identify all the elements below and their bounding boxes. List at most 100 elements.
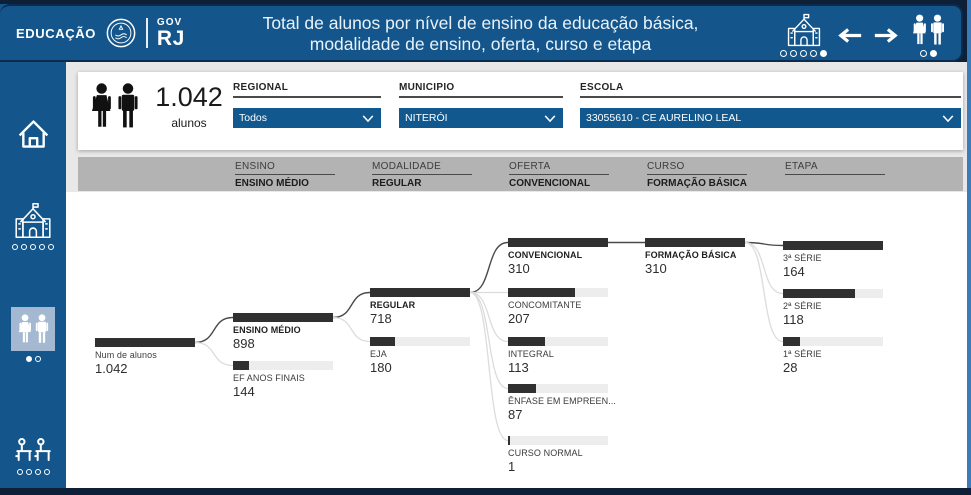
page-title-line1: Total de alunos por nível de ensino da e… <box>262 13 699 33</box>
tree-node-value: 164 <box>783 264 805 279</box>
nav-page-school[interactable] <box>780 13 827 57</box>
sidebar-item-classroom[interactable] <box>0 436 66 475</box>
brand-educacao-label: EDUCAÇÃO <box>16 25 96 41</box>
tree-node-bar <box>508 238 608 247</box>
tree-node-bar <box>95 338 195 347</box>
tree-node-label: EF ANOS FINAIS <box>233 373 305 383</box>
tree-node-em[interactable]: ENSINO MÉDIO 898 <box>233 313 333 351</box>
tree-node-bar-fill <box>95 338 195 347</box>
tree-node-conc[interactable]: CONCOMITANTE 207 <box>508 288 608 326</box>
classroom-section-dots <box>16 469 50 475</box>
tree-node-value: 898 <box>233 336 255 351</box>
breadcrumb-curso-value: FORMAÇÃO BÁSICA <box>647 178 747 189</box>
tree-node-bar <box>508 436 608 445</box>
school-icon <box>12 202 54 239</box>
app-header: EDUCAÇÃO GOV RJ Total de alunos por níve… <box>0 4 963 62</box>
breadcrumb-etapa[interactable]: ETAPA <box>785 161 895 178</box>
nav-page-students[interactable] <box>909 13 947 57</box>
window-bottom-frame <box>0 488 971 495</box>
tree-node-bar <box>508 337 608 346</box>
tree-node-value: 118 <box>783 312 804 327</box>
tree-node-eja[interactable]: EJA 180 <box>370 337 470 375</box>
tree-node-bar-fill <box>508 384 536 393</box>
tree-node-bar <box>508 384 608 393</box>
tree-node-value: 1 <box>508 459 516 474</box>
tree-node-label: EJA <box>370 349 387 359</box>
tree-link-reg-conv <box>469 241 509 294</box>
school-icon <box>784 13 824 47</box>
forward-button[interactable] <box>873 27 899 44</box>
filter-regional-select[interactable]: Todos <box>233 108 381 128</box>
sidebar-item-school[interactable] <box>0 202 66 250</box>
tree-node-conv[interactable]: CONVENCIONAL 310 <box>508 238 608 276</box>
tree-node-reg[interactable]: REGULAR 718 <box>370 288 470 326</box>
filter-escola-select[interactable]: 33055610 - CE AURELINO LEAL <box>580 108 961 128</box>
tree-node-value: 113 <box>508 360 529 375</box>
tree-node-root[interactable]: Num de alunos 1.042 <box>95 338 195 376</box>
filter-escola-label: ESCOLA <box>580 82 961 98</box>
back-button[interactable] <box>837 27 863 44</box>
tree-node-bar-fill <box>508 436 510 445</box>
page-dot <box>790 50 797 57</box>
section-dot <box>12 244 18 250</box>
breadcrumb-modalidade[interactable]: MODALIDADE REGULAR <box>372 161 482 189</box>
students-kpi-icon <box>86 81 142 131</box>
active-item-highlight <box>11 307 55 351</box>
kpi-label: alunos <box>171 116 207 130</box>
tree-node-label: 1ª SÉRIE <box>783 349 822 359</box>
brand-logo: EDUCAÇÃO GOV RJ <box>16 6 185 60</box>
breadcrumb-ensino[interactable]: ENSINO ENSINO MÉDIO <box>235 161 345 189</box>
tree-node-s1[interactable]: 1ª SÉRIE 28 <box>783 337 883 375</box>
filter-regional-value: Todos <box>239 112 268 124</box>
tree-node-s3[interactable]: 3ª SÉRIE 164 <box>783 241 883 279</box>
sidebar-item-students-active[interactable] <box>0 307 66 362</box>
tree-node-bar <box>233 313 333 322</box>
tree-node-value: 28 <box>783 360 798 375</box>
tree-node-bar-fill <box>783 289 855 298</box>
header-nav <box>780 9 947 61</box>
filter-municipio-select[interactable]: NITERÓI <box>399 108 563 128</box>
tree-node-value: 144 <box>233 384 255 399</box>
breadcrumb-ensino-label: ENSINO <box>235 161 335 175</box>
breadcrumb-modalidade-value: REGULAR <box>372 178 422 189</box>
page-title-line2: modalidade de ensino, oferta, curso e et… <box>309 34 652 54</box>
tree-link-fb-s2 <box>744 241 784 295</box>
section-dot <box>30 244 36 250</box>
tree-node-bar <box>370 288 470 297</box>
tree-node-value: 1.042 <box>95 361 128 376</box>
tree-node-s2[interactable]: 2ª SÉRIE 118 <box>783 289 883 327</box>
breadcrumb-curso-label: CURSO <box>647 161 747 175</box>
breadcrumb-curso[interactable]: CURSO FORMAÇÃO BÁSICA <box>647 161 757 189</box>
sidebar-item-home[interactable] <box>0 116 66 153</box>
tree-node-enfase[interactable]: ÊNFASE EM EMPREEN... 87 <box>508 384 617 422</box>
breadcrumb-bar: ENSINO ENSINO MÉDIO MODALIDADE REGULAR O… <box>78 157 963 191</box>
window-edge <box>967 0 971 495</box>
tree-link-root-em <box>194 316 234 344</box>
tree-link-fb-s1 <box>744 241 784 343</box>
tree-node-cnormal[interactable]: CURSO NORMAL 1 <box>508 436 608 474</box>
tree-node-ef[interactable]: EF ANOS FINAIS 144 <box>233 361 333 399</box>
filter-regional: REGIONAL Todos <box>233 82 381 128</box>
tree-node-fb[interactable]: FORMAÇÃO BÁSICA 310 <box>645 238 745 276</box>
chevron-down-icon <box>361 113 375 124</box>
tree-node-value: 718 <box>370 311 392 326</box>
tree-node-label: CONCOMITANTE <box>508 300 582 310</box>
tree-node-bar <box>783 289 883 298</box>
home-icon <box>15 116 52 153</box>
gov-rj-emblem-icon <box>105 17 137 49</box>
tree-node-bar-fill <box>370 337 395 346</box>
breadcrumb-etapa-label: ETAPA <box>785 161 885 175</box>
tree-node-label: FORMAÇÃO BÁSICA <box>645 250 737 260</box>
tree-link-root-ef <box>194 341 234 367</box>
filter-escola-value: 33055610 - CE AURELINO LEAL <box>586 112 742 124</box>
tree-link-reg-cnormal <box>469 291 509 442</box>
tree-node-bar-fill <box>508 288 575 297</box>
tree-node-label: INTEGRAL <box>508 349 554 359</box>
tree-node-label: ÊNFASE EM EMPREEN... <box>508 396 617 406</box>
tree-node-label: REGULAR <box>370 300 416 310</box>
filter-card: 1.042 alunos REGIONAL Todos MUNICIPIO NI… <box>78 72 963 150</box>
chevron-down-icon <box>941 113 955 124</box>
tree-node-integ[interactable]: INTEGRAL 113 <box>508 337 608 375</box>
tree-link-em-eja <box>332 316 371 343</box>
breadcrumb-oferta[interactable]: OFERTA CONVENCIONAL <box>509 161 619 189</box>
